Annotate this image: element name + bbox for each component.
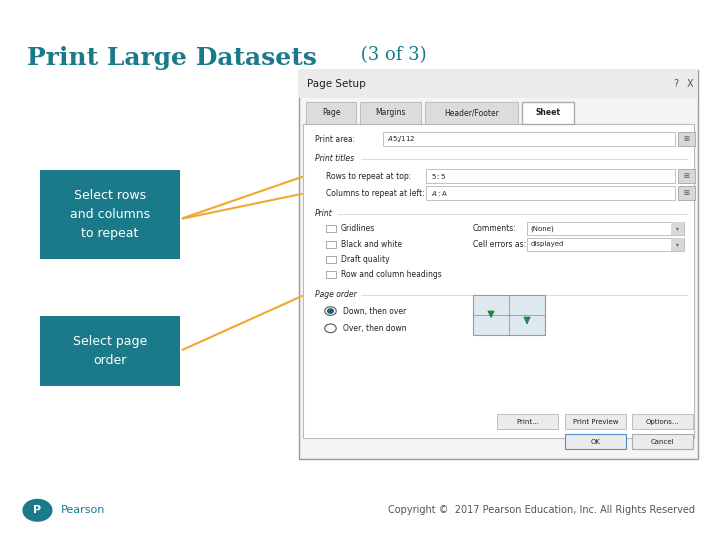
Circle shape [328,309,333,313]
FancyBboxPatch shape [306,102,356,124]
Text: (None): (None) [531,226,554,232]
Text: Print titles: Print titles [315,154,354,163]
FancyBboxPatch shape [527,238,684,251]
Text: $A:$A: $A:$A [431,189,448,198]
Text: ⊞: ⊞ [683,136,689,143]
FancyBboxPatch shape [299,70,698,98]
Text: Row and column headings: Row and column headings [341,270,441,279]
Text: Columns to repeat at left:: Columns to repeat at left: [326,189,425,198]
FancyBboxPatch shape [565,434,626,449]
FancyBboxPatch shape [360,102,421,124]
Text: Select page
order: Select page order [73,335,147,367]
Text: Print area:: Print area: [315,135,355,144]
Text: Options...: Options... [646,418,680,425]
Circle shape [325,307,336,315]
Text: ⊞: ⊞ [683,190,689,197]
Text: Page order: Page order [315,291,356,299]
Text: $A$5:$J$112: $A$5:$J$112 [387,134,415,144]
FancyBboxPatch shape [678,132,695,146]
FancyBboxPatch shape [299,70,698,459]
Text: X: X [686,79,693,89]
FancyBboxPatch shape [303,124,694,438]
FancyBboxPatch shape [326,241,336,248]
Text: Print...: Print... [516,418,539,425]
Text: Rows to repeat at top:: Rows to repeat at top: [326,172,411,180]
FancyBboxPatch shape [565,414,626,429]
FancyBboxPatch shape [671,238,684,251]
Text: Print: Print [315,210,333,218]
Text: Pearson: Pearson [61,505,106,515]
Text: P: P [33,505,42,515]
Text: ▾: ▾ [676,241,679,247]
Text: Cancel: Cancel [651,438,675,445]
FancyBboxPatch shape [326,256,336,263]
Text: Page: Page [322,109,341,117]
Text: Copyright ©  2017 Pearson Education, Inc. All Rights Reserved: Copyright © 2017 Pearson Education, Inc.… [388,505,695,515]
Circle shape [325,324,336,333]
FancyBboxPatch shape [326,226,336,233]
Text: Gridlines: Gridlines [341,225,375,233]
FancyBboxPatch shape [678,186,695,200]
Text: $5:$5: $5:$5 [431,172,446,180]
Circle shape [23,500,52,521]
Text: displayed: displayed [531,241,564,247]
Text: ▾: ▾ [676,226,679,232]
Text: Margins: Margins [375,109,406,117]
FancyBboxPatch shape [671,222,684,235]
Text: Comments:: Comments: [473,225,517,233]
Text: Header/Footer: Header/Footer [444,109,499,117]
Text: Print Large Datasets: Print Large Datasets [27,46,318,70]
FancyBboxPatch shape [426,169,675,183]
Text: ⊞: ⊞ [683,173,689,179]
FancyBboxPatch shape [326,271,336,278]
Text: Sheet: Sheet [536,109,560,117]
Text: Cell errors as:: Cell errors as: [473,240,526,248]
Text: Select rows
and columns
to repeat: Select rows and columns to repeat [70,189,150,240]
FancyBboxPatch shape [473,295,545,335]
FancyBboxPatch shape [678,169,695,183]
FancyBboxPatch shape [425,102,518,124]
Text: Over, then down: Over, then down [343,324,407,333]
FancyBboxPatch shape [522,102,574,124]
Text: Black and white: Black and white [341,240,402,248]
Text: Down, then over: Down, then over [343,307,407,315]
FancyBboxPatch shape [632,434,693,449]
FancyBboxPatch shape [426,186,675,200]
Text: OK: OK [591,438,600,445]
FancyBboxPatch shape [632,414,693,429]
FancyBboxPatch shape [40,170,180,259]
FancyBboxPatch shape [497,414,558,429]
Text: ?: ? [672,79,678,89]
FancyBboxPatch shape [40,316,180,386]
FancyBboxPatch shape [527,222,684,235]
Text: Page Setup: Page Setup [307,79,366,89]
Text: (3 of 3): (3 of 3) [355,46,426,64]
FancyBboxPatch shape [383,132,675,146]
Text: Print Preview: Print Preview [573,418,618,425]
Text: Draft quality: Draft quality [341,255,390,264]
